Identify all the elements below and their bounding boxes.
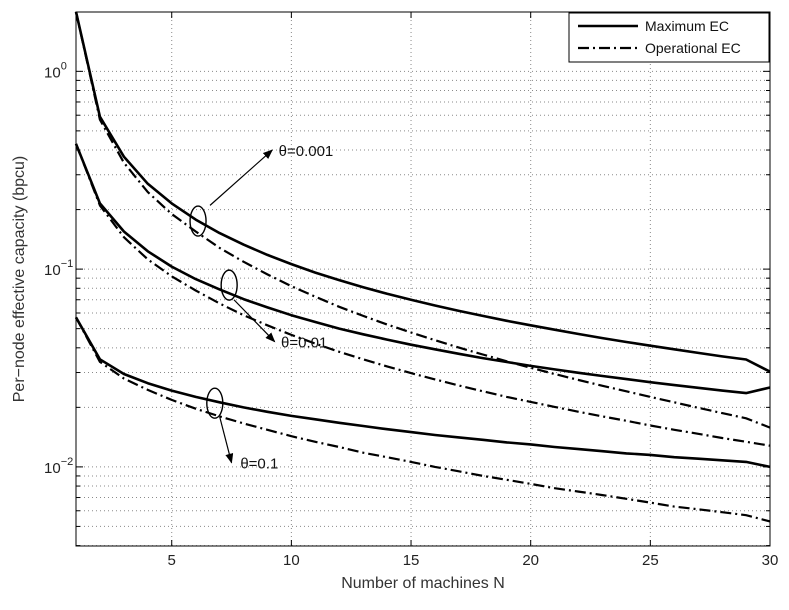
annotation-label: θ=0.01 <box>281 335 327 352</box>
series-lines <box>74 11 771 523</box>
x-tick-label: 20 <box>522 552 539 569</box>
x-tick-label: 30 <box>762 552 779 569</box>
y-tick-label: 100 <box>44 60 67 81</box>
annotation-ellipse <box>220 269 238 301</box>
y-axis-label: Per−node effective capacity (bpcu) <box>11 156 28 403</box>
y-tick-label: 10−2 <box>44 456 73 477</box>
series-line-operational-3 <box>74 143 771 447</box>
annotation-label: θ=0.1 <box>240 456 278 473</box>
grid <box>76 12 770 547</box>
legend-label-maximum: Maximum EC <box>645 18 729 34</box>
annotations: θ=0.001 θ=0.01 θ=0.1 <box>189 143 334 473</box>
series-line-maximum-2 <box>74 143 771 395</box>
legend: Maximum EC Operational EC <box>568 12 770 63</box>
annotation-arrow <box>233 299 276 343</box>
annotation-ellipse <box>189 205 207 237</box>
annotation-label: θ=0.001 <box>279 143 334 160</box>
annotation-arrow <box>209 149 273 206</box>
series-line-operational-1 <box>74 11 771 429</box>
legend-box <box>568 12 770 63</box>
x-tick-label: 15 <box>403 552 420 569</box>
plot-frame <box>75 11 771 547</box>
series-line-maximum-4 <box>74 316 771 469</box>
x-tick-label: 25 <box>642 552 659 569</box>
legend-label-operational: Operational EC <box>645 40 741 56</box>
series-line-maximum-0 <box>74 11 771 373</box>
y-tick-label: 10−1 <box>44 258 73 279</box>
annotation-arrow <box>219 416 234 464</box>
axis-ticks: 5 10 15 20 25 30 100 10−1 10−2 <box>44 12 778 569</box>
x-axis-label: Number of machines N <box>341 575 505 592</box>
annotation-ellipse <box>206 387 224 419</box>
x-tick-label: 10 <box>283 552 300 569</box>
series-line-operational-5 <box>75 316 771 523</box>
x-tick-label: 5 <box>168 552 176 569</box>
